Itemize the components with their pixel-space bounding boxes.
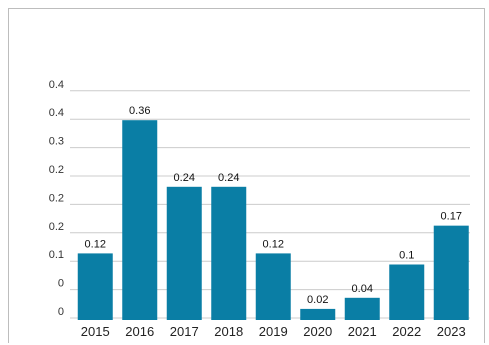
x-tick-label: 2016 [125,324,154,339]
y-tick-label: 0.2 [49,192,64,204]
y-tick-label: 0.2 [49,164,64,176]
y-tick-label: 0.4 [49,79,64,91]
data-label: 0.24 [174,172,195,184]
y-tick-label: 0.1 [49,249,64,261]
bar-2021 [344,297,380,320]
bar-2022 [389,264,425,320]
data-label: 0.17 [441,211,462,223]
x-tick-label: 2022 [392,324,421,339]
y-tick-label: 0.3 [49,136,64,148]
data-label: 0.1 [399,250,414,262]
x-tick-label: 2015 [81,324,110,339]
data-label: 0.24 [218,172,239,184]
bar-2018 [211,186,247,320]
y-tick-label: 0.2 [49,221,64,233]
x-tick-label: 2021 [348,324,377,339]
x-tick-label: 2020 [303,324,332,339]
x-tick-label: 2023 [437,324,466,339]
x-tick-label: 2019 [259,324,288,339]
y-tick-label: 0 [58,306,64,318]
data-label: 0.12 [263,238,284,250]
x-tick-label: 2017 [170,324,199,339]
data-label: 0.12 [85,238,106,250]
bar-2023 [433,225,469,320]
y-tick-label: 0 [58,278,64,290]
bar-2019 [255,253,291,320]
bar-2015 [77,253,113,320]
bar-2016 [122,120,158,320]
data-label: 0.36 [129,105,150,117]
y-tick-label: 0.4 [49,107,64,119]
bar-2020 [300,308,336,320]
bar-2017 [166,186,202,320]
x-tick-label: 2018 [214,324,243,339]
data-label: 0.04 [352,283,373,295]
data-label: 0.02 [307,294,328,306]
